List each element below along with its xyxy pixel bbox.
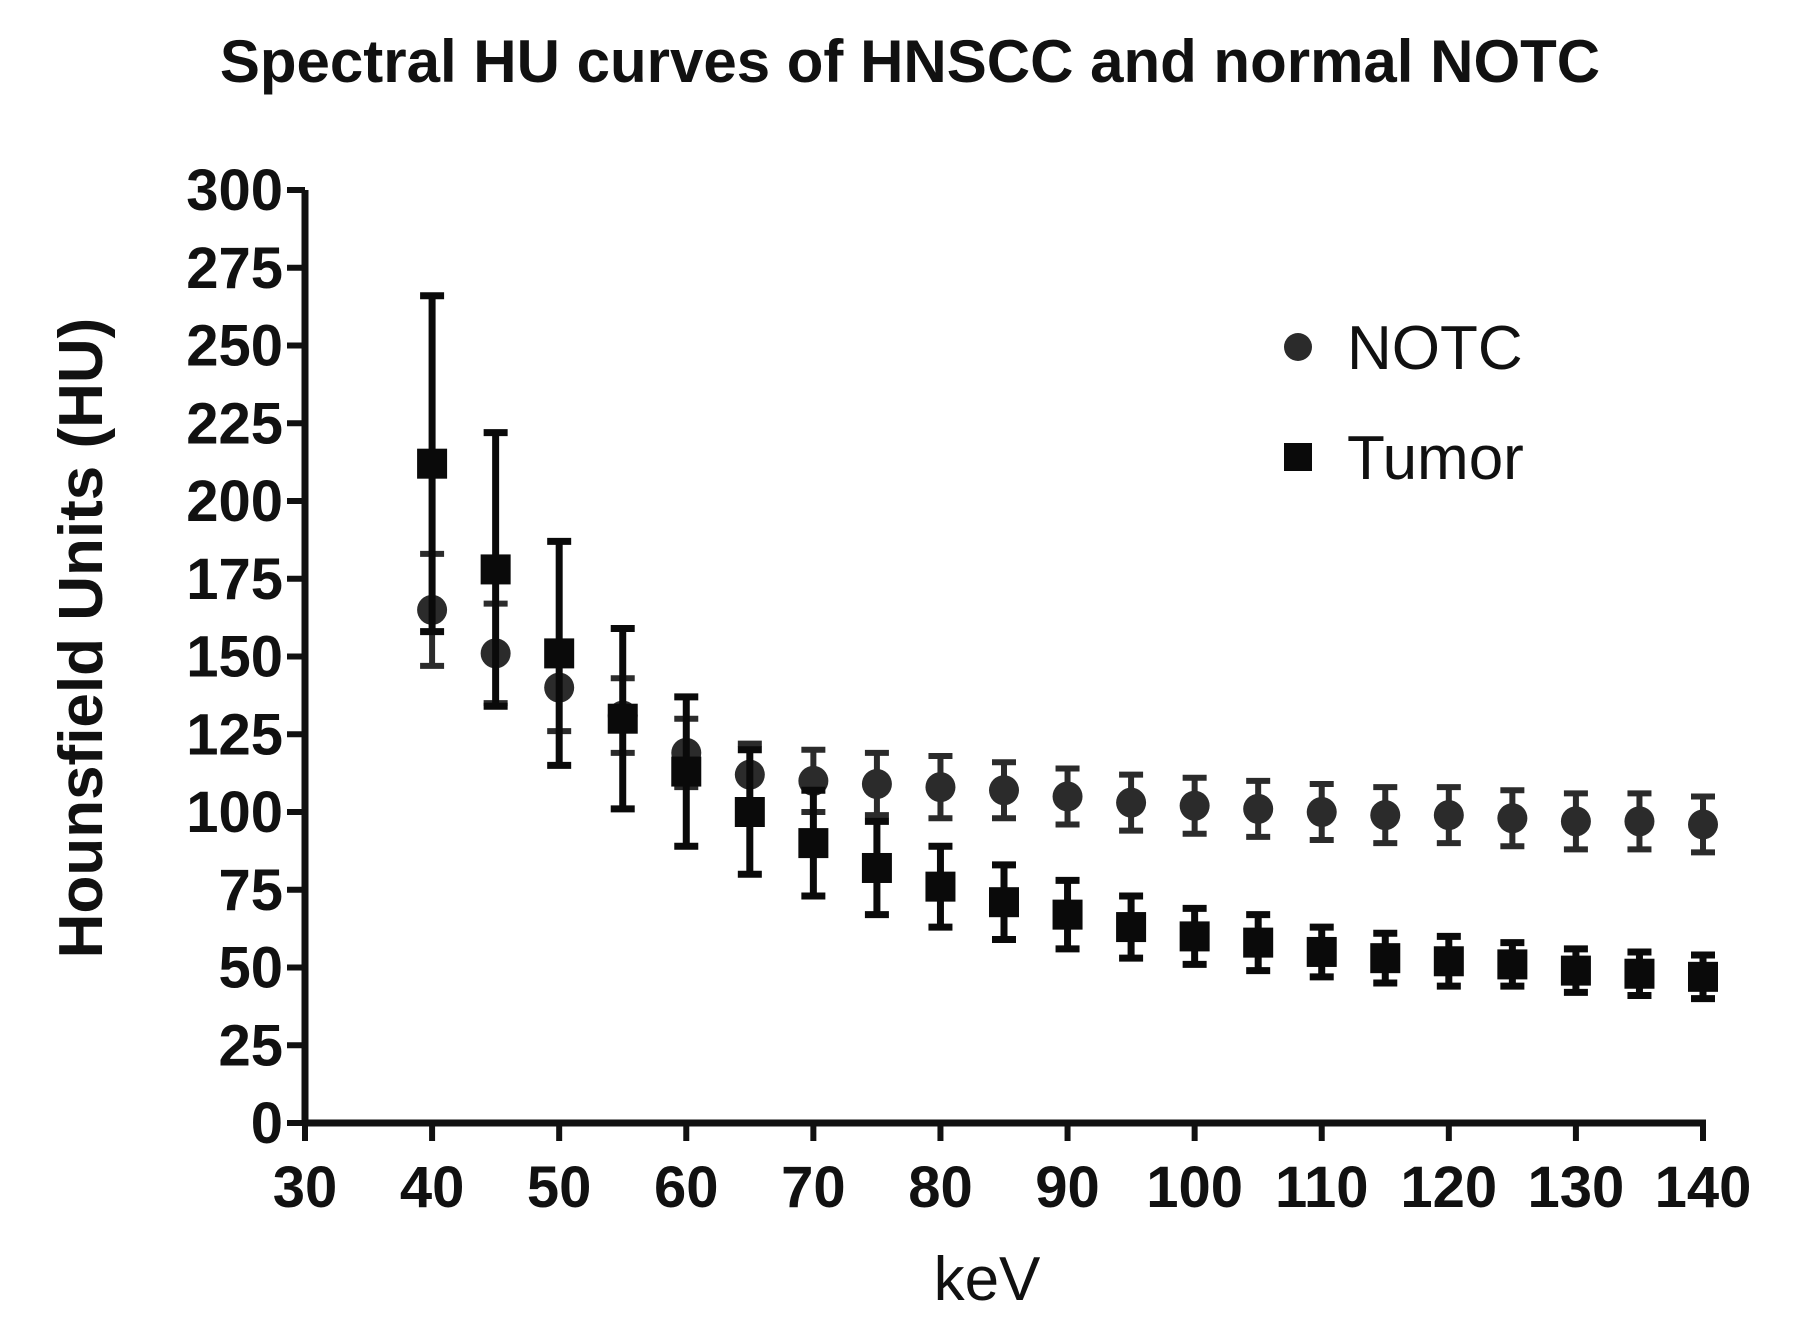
y-tick-label: 275 [186,236,283,301]
data-point-circle [1433,800,1464,831]
y-tick-label: 125 [186,702,283,767]
x-tick-label: 70 [781,1155,846,1220]
y-tick-label: 75 [218,858,283,923]
data-point-circle [1179,790,1210,821]
data-point-square [1370,943,1401,974]
data-point-circle [1497,803,1528,834]
x-tick-label: 30 [273,1155,338,1220]
legend-label: Tumor [1347,424,1524,493]
x-tick-label: 100 [1146,1155,1243,1220]
data-point-circle [925,772,956,803]
legend-marker-square [1284,443,1312,471]
legend-label: NOTC [1347,314,1523,383]
y-tick-label: 175 [186,547,283,612]
x-tick-label: 60 [654,1155,719,1220]
y-tick-label: 225 [186,391,283,456]
data-point-square [671,756,702,787]
data-point-square [417,448,448,479]
data-point-square [1433,946,1464,977]
data-point-square [989,887,1019,918]
data-point-circle [1243,793,1274,824]
data-point-square [1306,936,1337,967]
data-point-square [1688,961,1718,992]
data-point-circle [1560,806,1591,837]
data-point-square [861,852,892,883]
data-point-square [734,797,765,827]
data-point-square [1497,949,1528,980]
data-point-circle [1688,809,1718,840]
plot-area [417,292,1718,1003]
data-point-square [1116,912,1147,943]
data-point-circle [1306,797,1337,827]
y-tick-label: 250 [186,314,283,379]
data-point-square [798,828,829,859]
data-point-circle [989,775,1019,806]
data-point-square [925,871,956,902]
data-point-square [544,638,575,669]
data-point-circle [1116,787,1147,818]
y-tick-label: 100 [186,780,283,845]
y-tick-label: 150 [186,625,283,690]
series-tumor [417,292,1718,1003]
x-tick-label: 80 [908,1155,973,1220]
data-point-circle [1052,781,1083,812]
y-tick-label: 0 [251,1091,283,1156]
x-tick-label: 50 [527,1155,592,1220]
x-tick-label: 130 [1528,1155,1625,1220]
data-point-square [1560,955,1591,986]
data-point-circle [1624,806,1655,837]
data-point-square [1624,958,1655,989]
data-point-square [1179,921,1210,952]
data-point-circle [861,769,892,800]
legend-marker-circle [1284,333,1312,361]
x-tick-label: 110 [1275,1155,1369,1220]
y-tick-label: 300 [186,158,283,223]
y-tick-label: 200 [186,469,283,534]
y-tick-label: 25 [218,1013,283,1078]
axes: 0 25 50 75 100 125 150 175 200 225 250 275 300 30 40 50… [186,158,1751,1220]
data-point-square [1243,927,1274,958]
x-tick-label: 40 [400,1155,465,1220]
data-point-square [607,703,638,734]
y-tick-label: 50 [218,936,283,1001]
x-tick-label: 120 [1400,1155,1497,1220]
y-axis-label: Hounsfield Units (HU) [47,318,116,959]
data-point-circle [1370,800,1401,831]
x-tick-label: 90 [1035,1155,1100,1220]
data-point-square [1052,899,1083,930]
data-point-square [480,554,511,585]
chart-title: Spectral HU curves of HNSCC and normal N… [220,28,1600,95]
legend: NOTC Tumor [1284,314,1524,493]
x-tick-label: 140 [1655,1155,1752,1220]
x-axis-label: keV [934,1245,1041,1314]
